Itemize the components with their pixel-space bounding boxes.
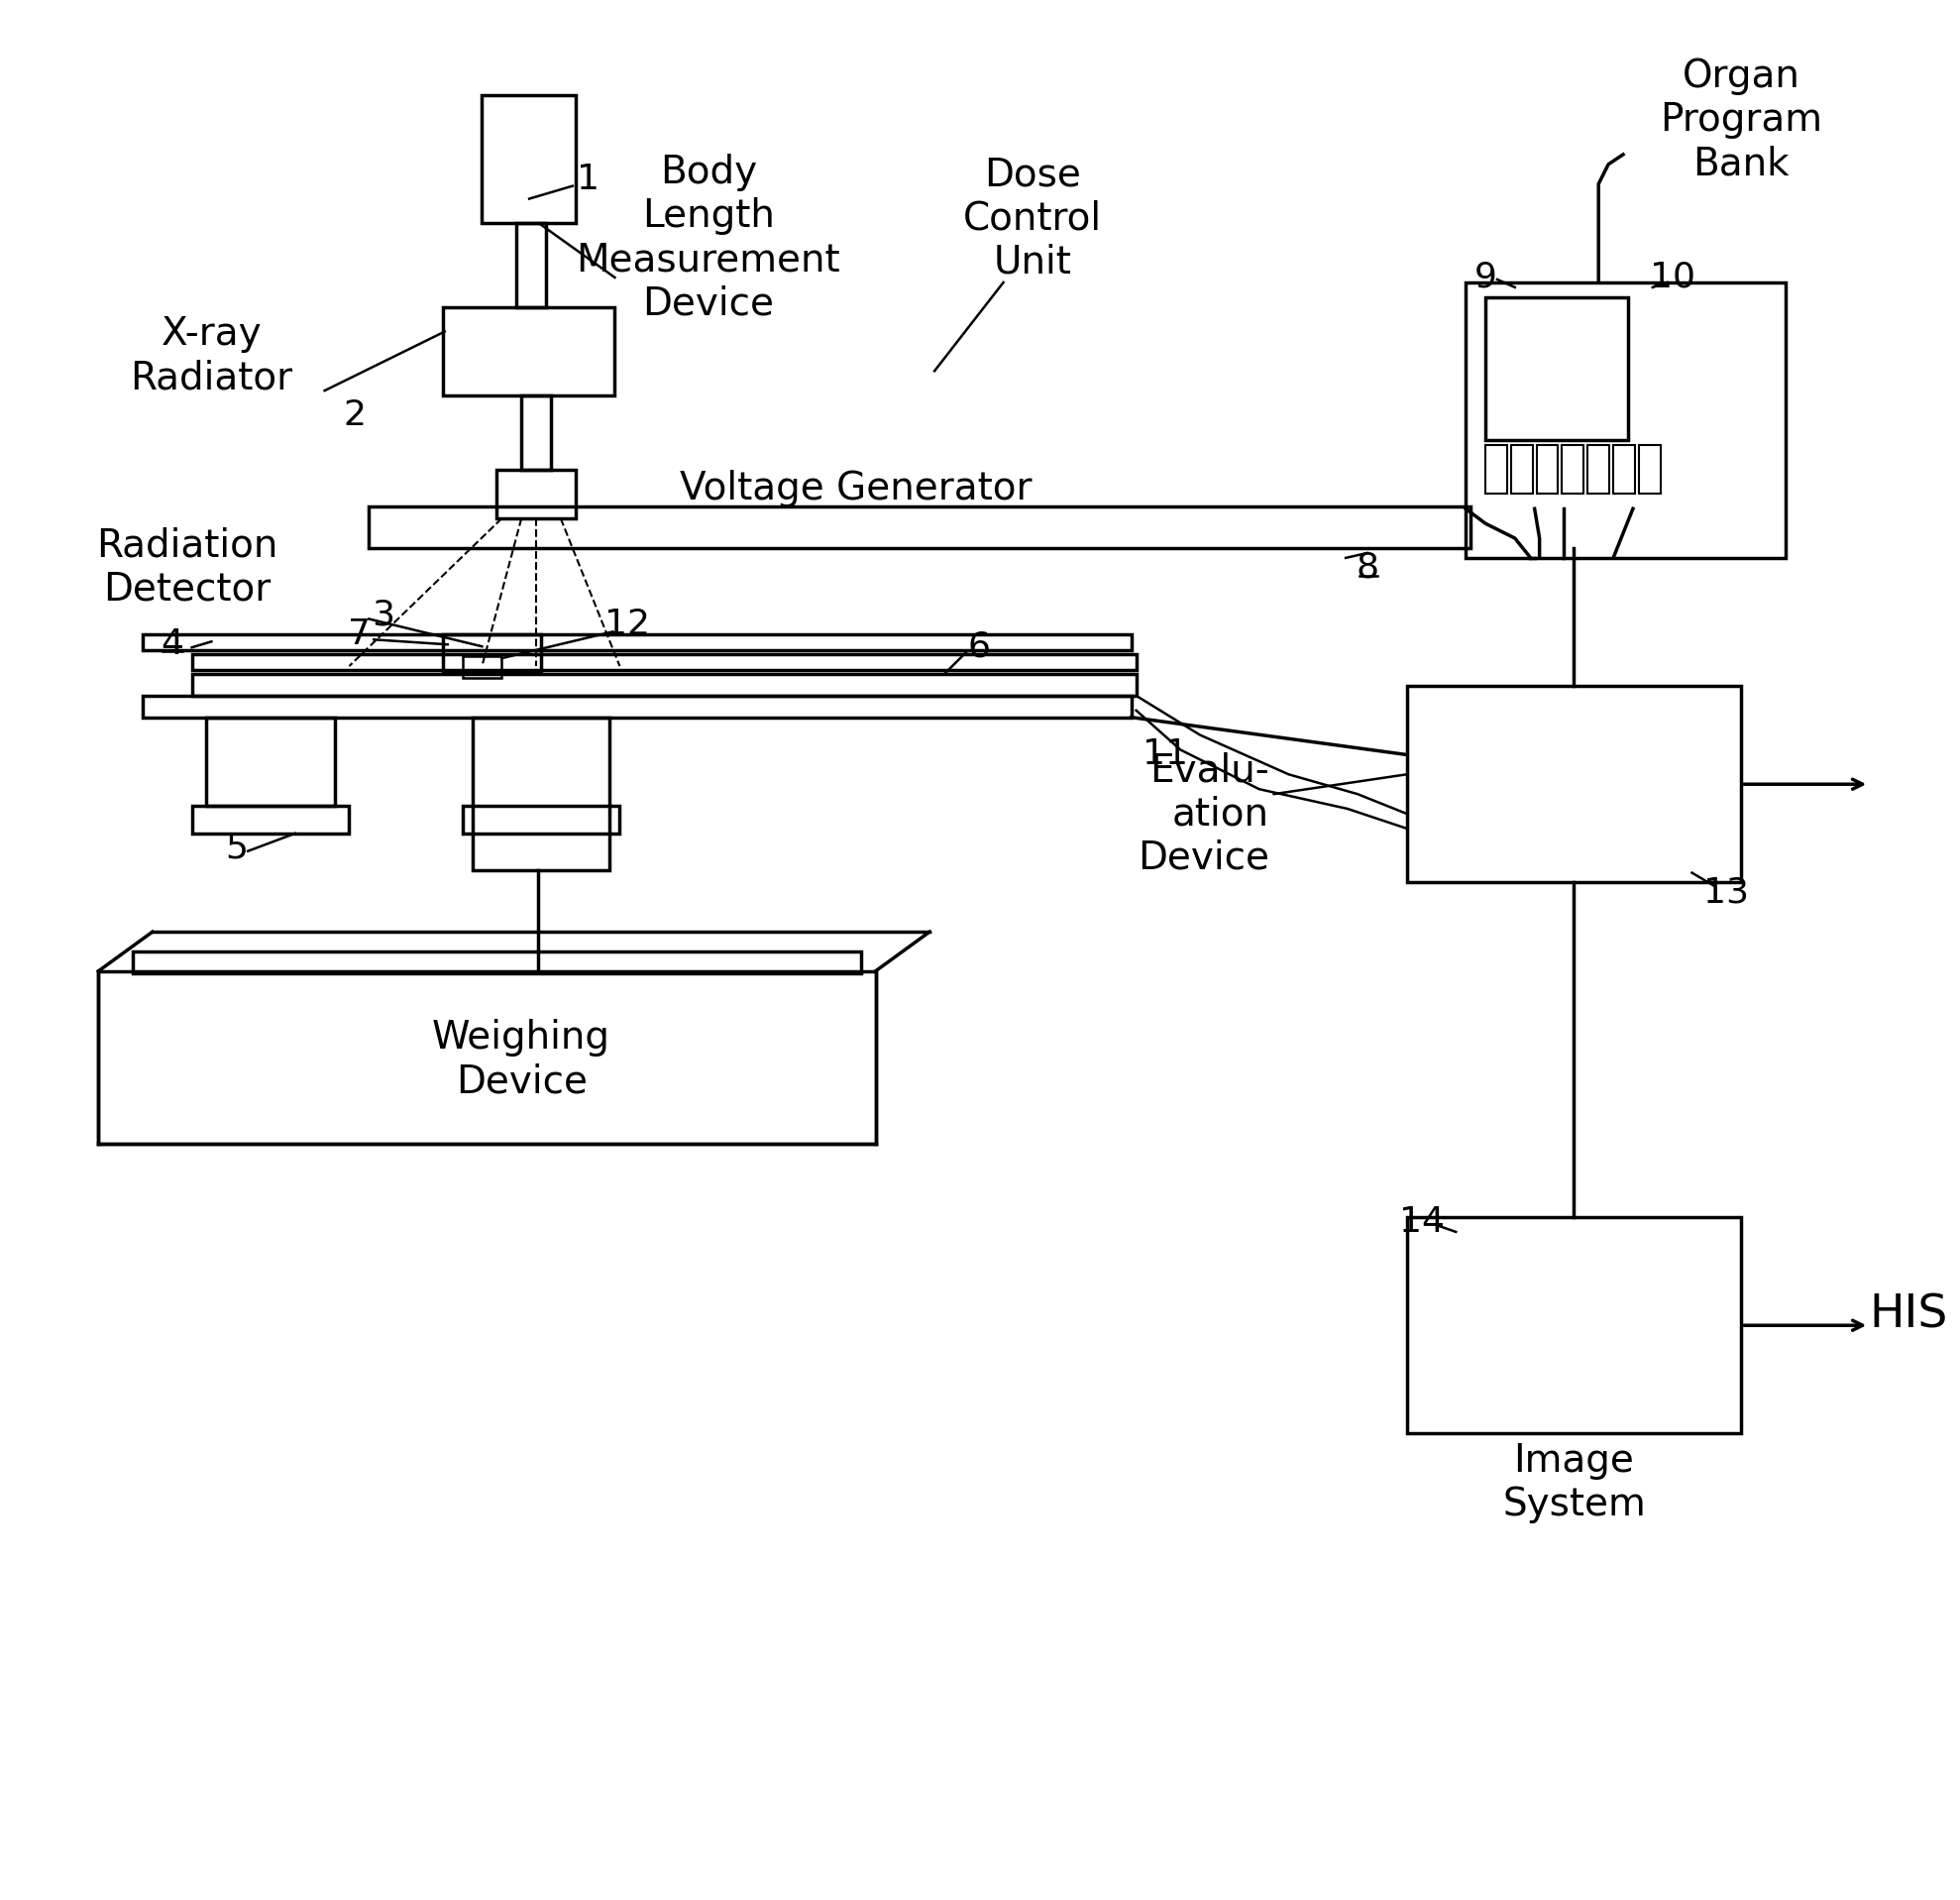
Bar	[515, 224, 547, 308]
Text: Dose
Control
Unit: Dose Control Unit	[964, 156, 1102, 281]
Text: Body
Length
Measurement
Device: Body Length Measurement Device	[576, 154, 841, 323]
Bar	[1407, 686, 1740, 884]
Text: Evalu-
ation
Device: Evalu- ation Device	[1137, 750, 1268, 876]
Bar	[192, 654, 1137, 671]
Bar	[368, 507, 1470, 547]
Bar	[192, 806, 349, 834]
Bar	[443, 308, 615, 395]
Text: 11: 11	[1143, 737, 1188, 771]
Text: Weighing
Device: Weighing Device	[433, 1018, 612, 1100]
Bar	[1639, 445, 1660, 494]
Bar	[482, 95, 576, 224]
Bar	[192, 674, 1137, 695]
Text: 5: 5	[225, 832, 247, 864]
Bar	[1407, 1218, 1740, 1434]
Text: 6: 6	[968, 629, 990, 663]
Text: X-ray
Radiator: X-ray Radiator	[129, 315, 292, 397]
Bar	[1486, 296, 1629, 439]
Bar	[133, 952, 860, 973]
Bar	[1562, 445, 1584, 494]
Text: 7: 7	[347, 618, 370, 652]
Bar	[472, 718, 610, 870]
Text: 9: 9	[1474, 260, 1497, 294]
Text: 13: 13	[1703, 876, 1748, 910]
Bar	[143, 695, 1131, 718]
Bar	[463, 655, 502, 678]
Text: 4: 4	[161, 627, 184, 661]
Bar	[443, 635, 541, 673]
Bar	[521, 395, 551, 469]
Text: Voltage Generator: Voltage Generator	[680, 469, 1033, 507]
Text: Image
System: Image System	[1501, 1442, 1646, 1524]
Text: 1: 1	[576, 162, 600, 196]
Bar	[1511, 445, 1533, 494]
Text: 12: 12	[606, 608, 651, 642]
Text: 14: 14	[1399, 1205, 1445, 1239]
Text: 8: 8	[1356, 551, 1378, 585]
Text: Radiation
Detector: Radiation Detector	[96, 526, 278, 608]
Bar	[1588, 445, 1609, 494]
Text: Organ
Program
Bank: Organ Program Bank	[1660, 57, 1823, 182]
Bar	[98, 971, 876, 1144]
Bar	[1613, 445, 1635, 494]
Bar	[206, 718, 335, 806]
Bar	[496, 469, 576, 519]
Bar	[1486, 445, 1507, 494]
Bar	[1537, 445, 1558, 494]
Text: 10: 10	[1650, 260, 1695, 294]
Text: 2: 2	[343, 399, 365, 431]
Bar	[143, 635, 1131, 650]
Text: HIS: HIS	[1870, 1294, 1948, 1338]
Bar	[463, 806, 619, 834]
Text: 3: 3	[372, 598, 396, 633]
Bar	[1466, 283, 1786, 559]
